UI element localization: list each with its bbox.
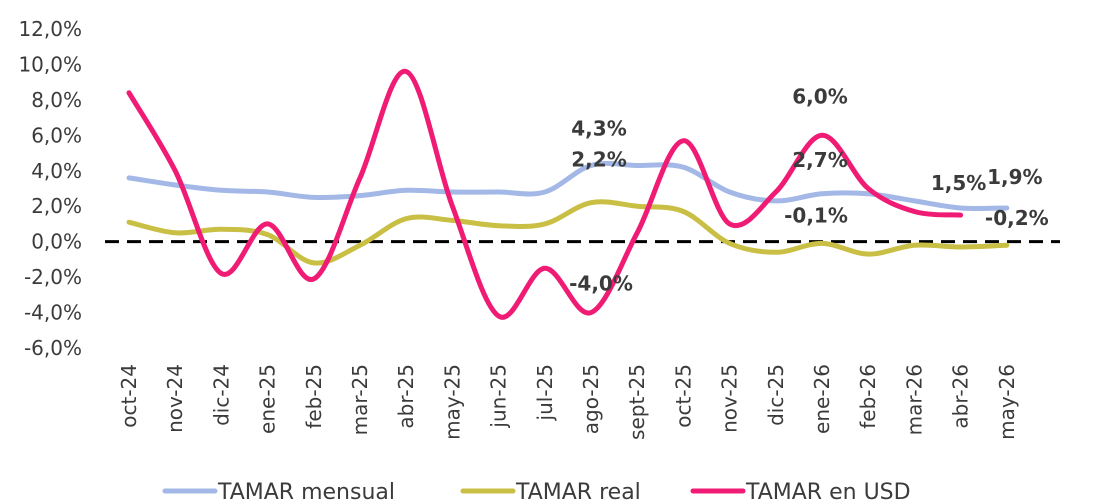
series-line-tamar-real [126, 199, 1010, 266]
data-label: 2,2% [571, 148, 626, 172]
x-tick-label: jun-25 [487, 364, 511, 429]
data-label: 1,5% [931, 171, 986, 195]
y-tick-label: 10,0% [18, 52, 82, 76]
x-tick-label: feb-25 [302, 364, 326, 429]
x-tick-label: ago-25 [579, 364, 603, 434]
x-tick-label: feb-26 [856, 364, 880, 429]
data-label: 4,3% [571, 116, 626, 140]
x-tick-label: ene-25 [256, 364, 280, 434]
series-line-tamar-en-usd [126, 69, 964, 320]
y-tick-label: 0,0% [31, 230, 82, 254]
x-tick-label: oct-24 [117, 364, 141, 428]
legend-label: TAMAR mensual [217, 480, 395, 502]
series-line-tamar-mensual [126, 160, 1010, 212]
x-tick-label: mar-26 [902, 364, 926, 435]
y-axis: 12,0% 10,0% 8,0% 6,0% 4,0% 2,0% 0,0% -2,0% -4,0%… [18, 17, 82, 360]
x-tick-label: jul-25 [533, 364, 557, 421]
x-tick-label: abr-25 [394, 364, 418, 429]
data-labels: 4,3% 2,2% -4,0% 6,0% 2,7% -0,1% 1,5% 1,9% -0,2% [569, 84, 1049, 295]
y-tick-label: 2,0% [31, 194, 82, 218]
x-axis: oct-24 nov-24 dic-24 ene-25 feb-25 mar-25 abr-… [117, 364, 1019, 440]
x-tick-label: mar-25 [348, 364, 372, 435]
y-tick-label: -4,0% [24, 301, 82, 325]
data-label: -0,2% [985, 206, 1049, 230]
y-tick-label: 4,0% [31, 159, 82, 183]
y-tick-label: 8,0% [31, 88, 82, 112]
x-tick-label: may-25 [440, 364, 464, 440]
y-tick-label: -2,0% [24, 265, 82, 289]
x-tick-label: may-26 [995, 364, 1019, 440]
series-lines [126, 69, 1010, 320]
x-tick-label: dic-25 [764, 364, 788, 426]
legend-label: TAMAR real [515, 480, 641, 502]
data-label: -4,0% [569, 272, 633, 296]
legend-label: TAMAR en USD [745, 480, 911, 502]
x-tick-label: nov-25 [718, 364, 742, 433]
y-tick-label: 12,0% [18, 17, 82, 41]
x-tick-label: abr-26 [949, 364, 973, 429]
y-tick-label: 6,0% [31, 123, 82, 147]
data-label: 1,9% [987, 165, 1042, 189]
x-tick-label: sept-25 [625, 364, 649, 440]
y-tick-label: -6,0% [24, 336, 82, 360]
x-tick-label: oct-25 [671, 364, 695, 428]
x-tick-label: dic-24 [209, 364, 233, 426]
x-tick-label: nov-24 [163, 364, 187, 433]
data-label: -0,1% [784, 203, 848, 227]
data-label: 6,0% [792, 84, 847, 108]
data-label: 2,7% [792, 148, 847, 172]
x-tick-label: ene-26 [810, 364, 834, 434]
legend: TAMAR mensual TAMAR real TAMAR en USD [162, 480, 911, 502]
